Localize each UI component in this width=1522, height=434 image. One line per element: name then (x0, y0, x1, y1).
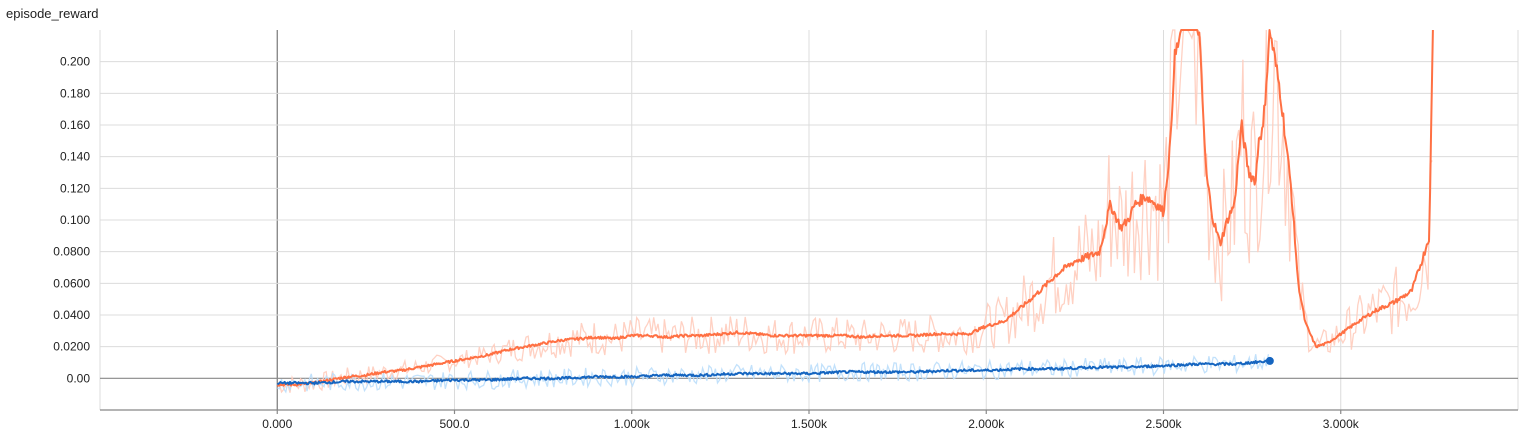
y-tick-label: 0.0200 (53, 340, 90, 354)
y-tick-label: 0.0800 (53, 245, 90, 259)
chart-title: episode_reward (6, 6, 99, 21)
series-0-raw-line (276, 29, 1433, 394)
x-tick-label: 2.000k (968, 417, 1005, 431)
y-tick-label: 0.120 (60, 181, 90, 195)
x-tick-label: 0.000 (262, 417, 292, 431)
y-tick-label: 0.100 (60, 213, 90, 227)
y-tick-label: 0.00 (67, 371, 91, 385)
series-0-line (277, 29, 1434, 387)
y-tick-label: 0.140 (60, 150, 90, 164)
y-tick-label: 0.0600 (53, 276, 90, 290)
y-tick-label: 0.180 (60, 86, 90, 100)
series-1-line (277, 359, 1271, 386)
series-1-endpoint-dot[interactable] (1265, 356, 1274, 365)
x-tick-label: 1.500k (791, 417, 828, 431)
x-tick-label: 1.000k (614, 417, 651, 431)
series-1-raw-line (277, 354, 1270, 394)
y-tick-label: 0.200 (60, 55, 90, 69)
y-tick-label: 0.0400 (53, 308, 90, 322)
x-tick-label: 2.500k (1145, 417, 1182, 431)
x-tick-label: 500.0 (439, 417, 469, 431)
y-tick-label: 0.160 (60, 118, 90, 132)
x-tick-label: 3.000k (1323, 417, 1360, 431)
